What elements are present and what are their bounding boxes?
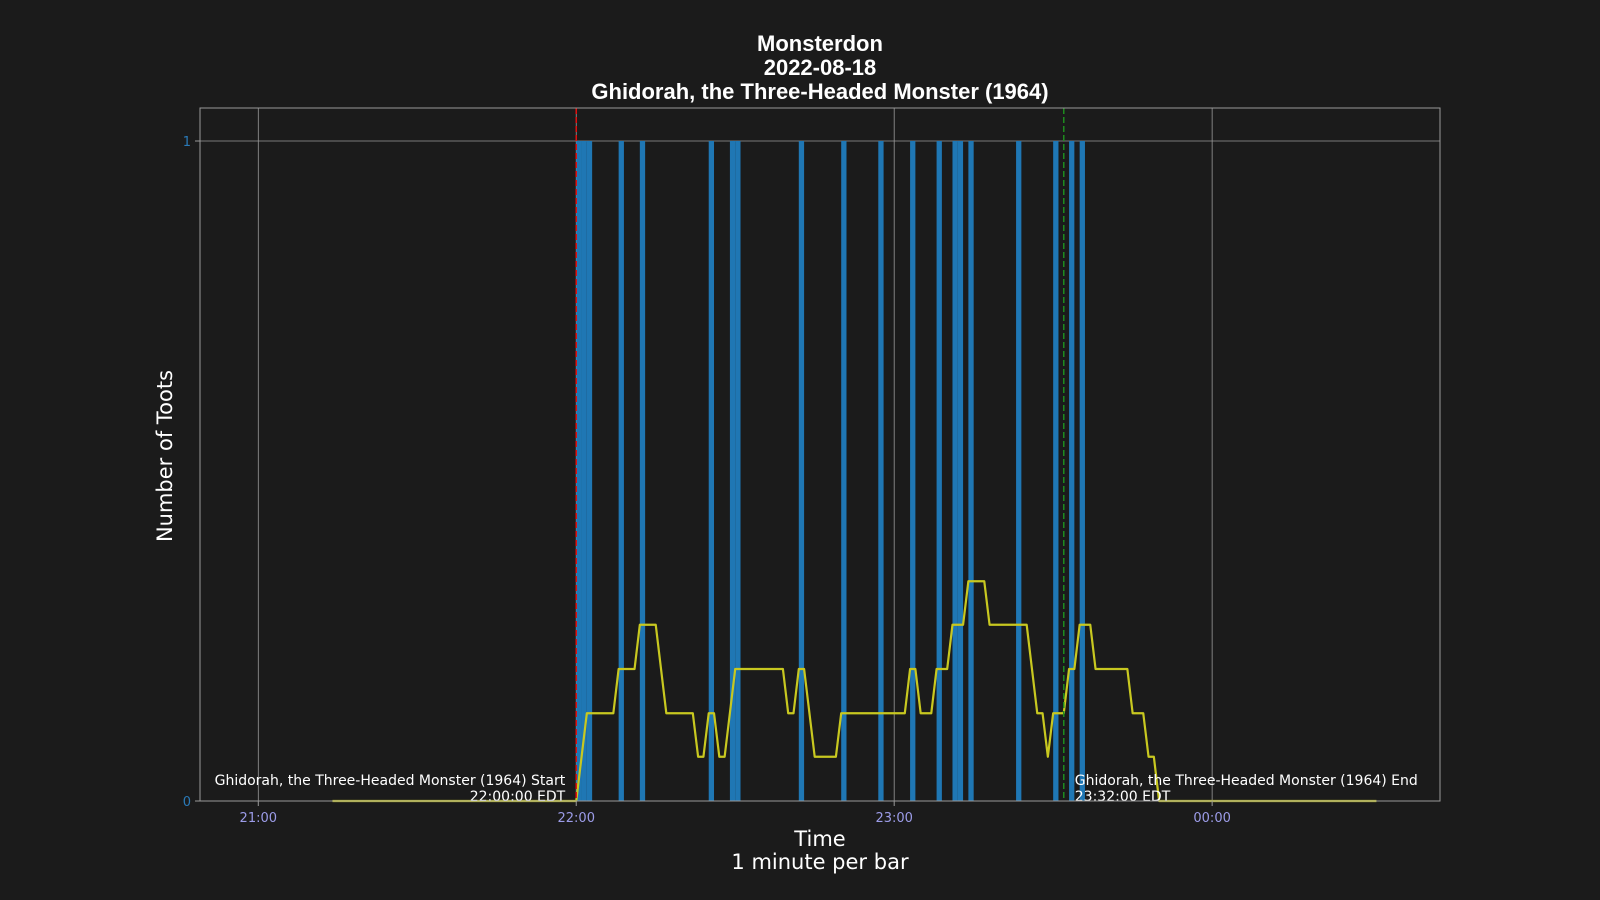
chart-title-line-3: Ghidorah, the Three-Headed Monster (1964… <box>591 79 1048 104</box>
bar-9 <box>841 141 847 801</box>
x-tick-label-0: 21:00 <box>240 811 277 826</box>
bar-1 <box>581 141 587 801</box>
bars-layer <box>576 141 1085 801</box>
bar-17 <box>1053 141 1059 801</box>
bar-8 <box>798 141 805 801</box>
marker-layer: Ghidorah, the Three-Headed Monster (1964… <box>215 108 1418 805</box>
y-axis-label: Number of Toots <box>153 370 177 542</box>
bar-14 <box>957 141 964 801</box>
x-tick-label-3: 00:00 <box>1193 811 1230 826</box>
bar-7 <box>735 141 741 801</box>
bar-19 <box>1079 141 1085 801</box>
rolling-average-line <box>332 580 1377 803</box>
bar-5 <box>708 141 715 801</box>
y-tick-label-1: 1 <box>183 135 191 150</box>
bar-15 <box>968 141 974 801</box>
start-marker-time: 22:00:00 EDT <box>470 789 566 805</box>
grid-layer <box>200 108 1440 802</box>
tick-layer: 21:00 22:00 23:00 00:00 0 1 <box>183 135 1231 826</box>
frame-layer <box>199 107 1441 802</box>
chart-title-line-2: 2022-08-18 <box>764 55 877 80</box>
end-marker-time: 23:32:00 EDT <box>1075 789 1171 805</box>
x-tick-label-1: 22:00 <box>558 811 595 826</box>
chart-title-line-1: Monsterdon <box>757 31 883 56</box>
bar-11 <box>910 141 916 801</box>
bar-18 <box>1069 141 1075 801</box>
bar-10 <box>878 141 884 801</box>
x-axis-sublabel: 1 minute per bar <box>731 850 909 874</box>
plot-frame <box>199 107 1441 802</box>
bar-2 <box>586 141 593 801</box>
bar-12 <box>936 141 942 801</box>
bar-13 <box>952 141 958 801</box>
bar-4 <box>639 141 646 801</box>
bar-3 <box>618 141 624 801</box>
end-marker-label: Ghidorah, the Three-Headed Monster (1964… <box>1075 773 1418 789</box>
y-tick-label-0: 0 <box>183 795 191 810</box>
bar-16 <box>1016 141 1022 801</box>
bar-6 <box>729 141 736 801</box>
line-layer <box>332 580 1377 803</box>
x-axis-label: Time <box>793 827 845 851</box>
x-tick-label-2: 23:00 <box>875 811 912 826</box>
bar-0 <box>576 141 582 801</box>
start-marker-label: Ghidorah, the Three-Headed Monster (1964… <box>215 773 566 789</box>
